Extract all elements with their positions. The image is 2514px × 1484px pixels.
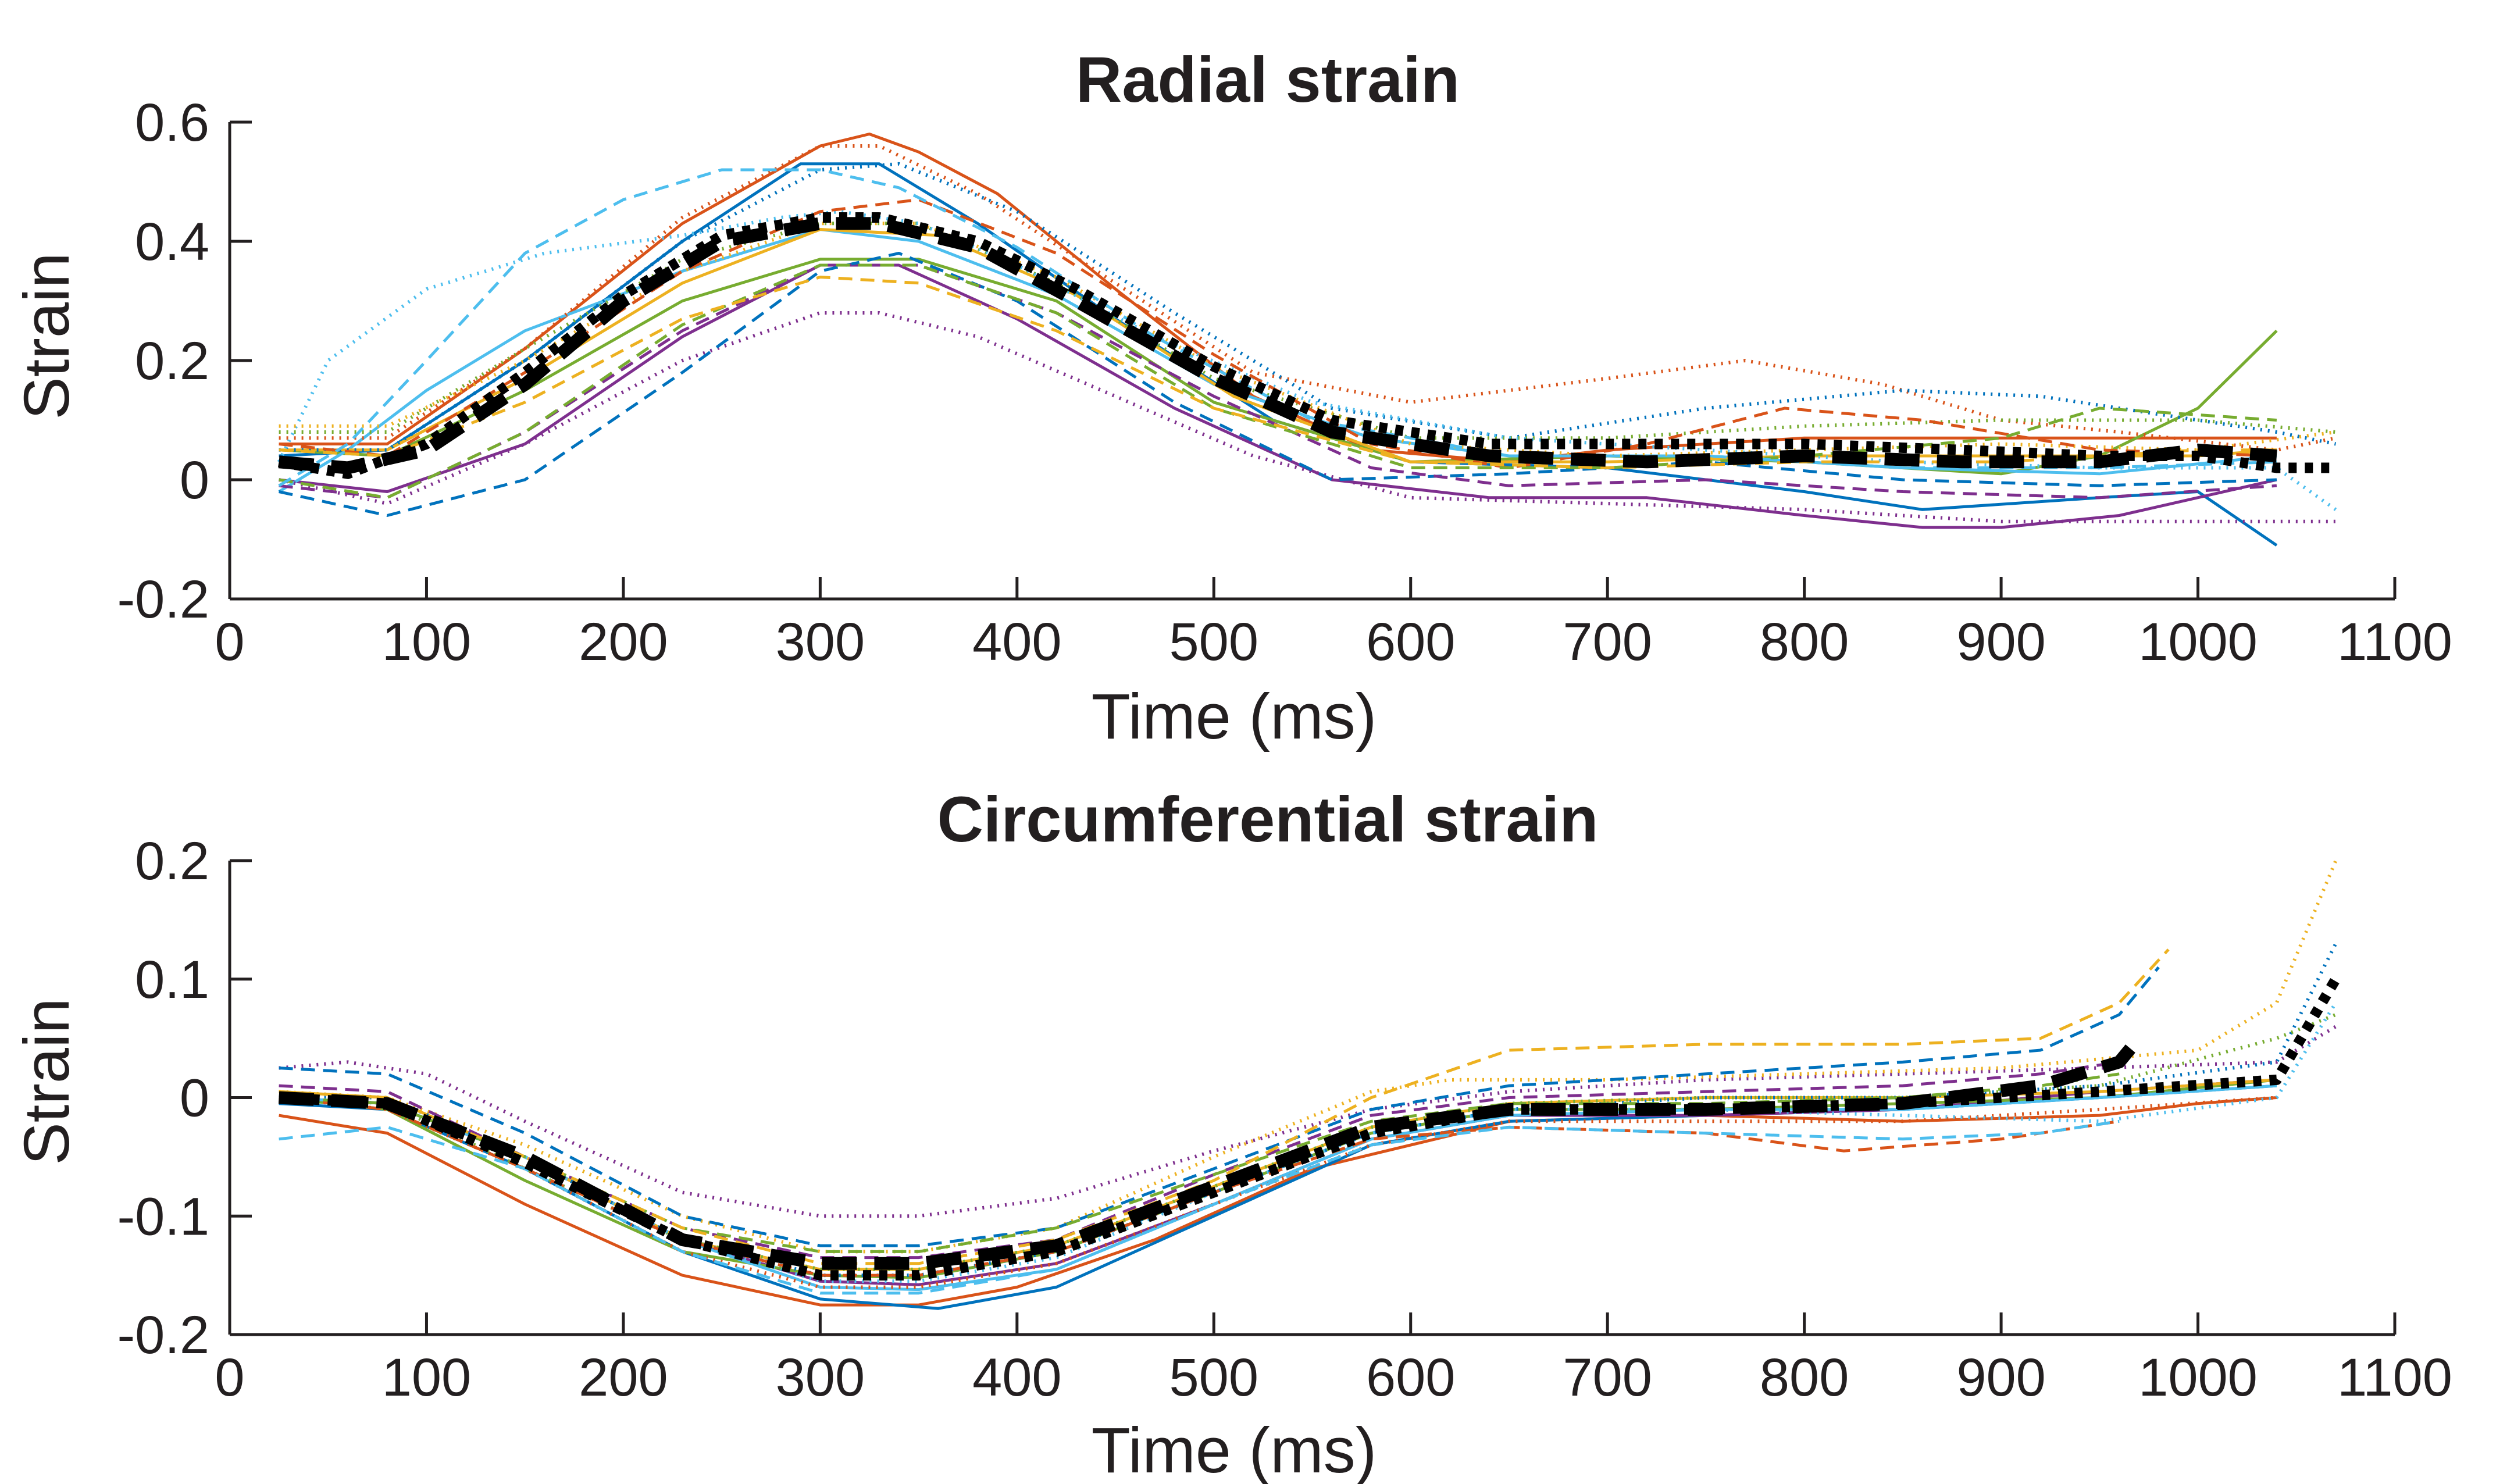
- axes: [228, 859, 2397, 1336]
- axes: [228, 120, 2397, 601]
- y-tick-label: 0.6: [135, 93, 209, 152]
- series-line-subject-11: [277, 209, 2337, 511]
- series-line-subject-16: [279, 263, 2277, 500]
- x-tick-label: 1000: [2138, 1348, 2258, 1407]
- x-tick-label: 800: [1760, 612, 1849, 672]
- x-tick-label: 1100: [2337, 612, 2452, 672]
- x-tick-label: 0: [215, 1348, 244, 1407]
- series-line-subject-17: [279, 1119, 2120, 1295]
- y-tick-label: 0: [180, 451, 209, 510]
- x-tick-label: 700: [1563, 1348, 1652, 1407]
- y-tick-label: 0: [180, 1069, 209, 1128]
- series-line-subject-7: [279, 144, 2337, 452]
- x-tick-label: 900: [1956, 612, 2046, 672]
- tick-labels: 0 100 200 300 400 500 600 700 800 900 1000 1100 0.2 0…: [117, 832, 2452, 1407]
- circumferential-strain-panel: Circumferential strain Strain Time (ms) …: [11, 784, 2452, 1484]
- series-lines: [277, 133, 2337, 547]
- x-tick-label: 600: [1366, 1348, 1456, 1407]
- x-tick-label: 800: [1760, 1348, 1849, 1407]
- y-axis-label: Strain: [11, 252, 83, 419]
- series-line-subject-12: [279, 222, 2336, 458]
- series-line-subject-6: [279, 1078, 2277, 1271]
- series-line-subject-1: [279, 1096, 2277, 1307]
- x-tick-label: 900: [1956, 1348, 2046, 1407]
- y-tick-label: 0.2: [135, 832, 209, 891]
- x-tick-label: 300: [776, 612, 865, 672]
- series-line-subject-18: [279, 276, 2277, 469]
- series-line-mean-dashed: [278, 217, 2277, 475]
- x-tick-label: 1100: [2337, 1348, 2452, 1407]
- x-tick-label: 100: [382, 612, 472, 672]
- radial-strain-panel: Radial strain Strain Time (ms) 0 100 200 30…: [11, 44, 2452, 752]
- series-line-subject-16: [279, 1072, 2120, 1253]
- y-tick-label: -0.2: [117, 1305, 209, 1365]
- x-tick-label: 200: [579, 1348, 668, 1407]
- series-line-subject-8: [279, 162, 2337, 452]
- x-tick-label: 500: [1169, 1348, 1259, 1407]
- x-tick-label: 600: [1366, 612, 1456, 672]
- tick-labels: 0 100 200 300 400 500 600 700 800 900 1000 1100 0.6 0…: [117, 93, 2452, 672]
- y-tick-label: -0.1: [117, 1187, 209, 1246]
- x-tick-label: 700: [1563, 612, 1652, 672]
- chart-title: Radial strain: [1076, 44, 1460, 116]
- series-line-subject-18: [279, 948, 2170, 1265]
- x-tick-label: 100: [382, 1348, 472, 1407]
- series-line-subject-8: [279, 943, 2338, 1278]
- y-tick-label: 0.2: [135, 331, 209, 391]
- series-line-subject-1: [279, 133, 2277, 463]
- x-axis-label: Time (ms): [1092, 681, 1377, 752]
- x-tick-label: 0: [215, 612, 244, 672]
- series-line-mean-dotted: [279, 976, 2341, 1281]
- chart-title: Circumferential strain: [937, 784, 1598, 855]
- y-tick-label: -0.2: [117, 570, 209, 629]
- x-axis-label: Time (ms): [1092, 1415, 1377, 1484]
- series-lines: [278, 859, 2341, 1310]
- y-axis-label: Strain: [11, 998, 83, 1165]
- x-tick-label: 300: [776, 1348, 865, 1407]
- x-tick-label: 400: [972, 612, 1062, 672]
- series-line-subject-7: [279, 1096, 2277, 1289]
- x-tick-label: 400: [972, 1348, 1062, 1407]
- y-tick-label: 0.1: [135, 950, 209, 1009]
- y-tick-label: 0.4: [135, 212, 209, 272]
- series-line-subject-14: [279, 966, 2160, 1247]
- x-tick-label: 200: [579, 612, 668, 672]
- series-line-subject-14: [279, 252, 2277, 517]
- series-line-mean-dotted: [278, 212, 2336, 479]
- series-line-subject-2: [279, 162, 2278, 547]
- series-line-subject-3: [279, 263, 2277, 529]
- x-tick-label: 1000: [2138, 612, 2258, 672]
- series-line-subject-12: [279, 859, 2338, 1254]
- x-tick-label: 500: [1169, 612, 1259, 672]
